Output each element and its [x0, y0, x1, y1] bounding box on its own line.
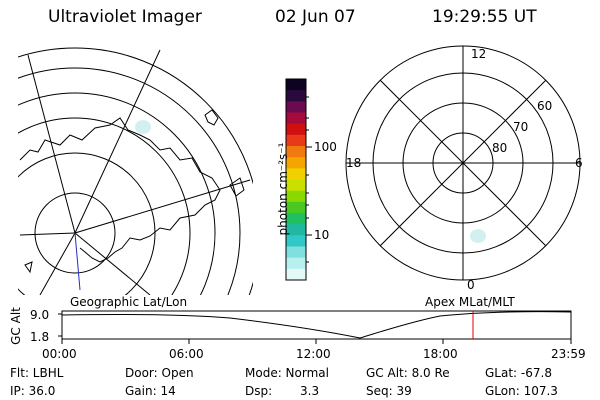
- colorbar-tick-100: 100: [314, 140, 337, 154]
- aurora-spot-polar: [470, 229, 486, 243]
- colorbar-segment: [286, 79, 306, 91]
- antarctic-coastline: [19, 117, 221, 263]
- polar-plot-label: Apex MLat/MLT: [425, 295, 515, 309]
- time-display: 19:29:55 UT: [432, 7, 537, 27]
- info-gain: Gain: 14: [125, 384, 176, 398]
- mlt-label-12: 12: [471, 47, 487, 61]
- colorbar-segment: [286, 257, 306, 270]
- colorbar-segment: [286, 168, 306, 180]
- altitude-ytick-low: 1.8: [30, 330, 50, 344]
- colorbar-segment: [286, 157, 306, 169]
- colorbar-segment: [286, 146, 306, 158]
- colorbar-segment: [286, 201, 306, 214]
- info-flt: Flt: LBHL: [10, 366, 64, 380]
- colorbar-segment: [286, 224, 306, 236]
- colorbar-segment: [286, 246, 306, 259]
- colorbar-segment: [286, 268, 306, 281]
- colorbar-unit-label: photon cm⁻²s⁻¹: [276, 142, 290, 236]
- info-glat: GLat: -67.8: [485, 366, 552, 380]
- info-mode: Mode: Normal: [245, 366, 329, 380]
- colorbar-segment: [286, 213, 306, 225]
- altitude-xtick-4: 23:59: [551, 347, 586, 361]
- geo-grid: [18, 47, 253, 295]
- app-title: Ultraviolet Imager: [48, 7, 202, 27]
- colorbar-segment: [286, 179, 306, 192]
- altitude-xtick-2: 12:00: [296, 347, 331, 361]
- altitude-xtick-3: 18:00: [423, 347, 458, 361]
- altitude-xtick-1: 06:00: [169, 347, 204, 361]
- info-door: Door: Open: [125, 366, 194, 380]
- info-dsp: Dsp:: [245, 384, 273, 398]
- altitude-plot-frame: [61, 310, 572, 340]
- colorbar-segment: [286, 90, 306, 102]
- altitude-curve: [61, 311, 572, 339]
- colorbar-segment: [286, 235, 306, 247]
- info-ip: IP: 36.0: [10, 384, 56, 398]
- colorbar: [286, 79, 306, 281]
- colorbar-segment: [286, 134, 306, 147]
- date-display: 02 Jun 07: [275, 7, 356, 27]
- aurora-spot-geo: [135, 120, 151, 134]
- colorbar-segment: [286, 112, 306, 125]
- info-glon: GLon: 107.3: [485, 384, 558, 398]
- geo-map-label: Geographic Lat/Lon: [70, 295, 188, 309]
- info-gc-alt: GC Alt: 8.0 Re: [366, 366, 450, 380]
- colorbar-segment: [286, 190, 306, 203]
- colorbar-segment: [286, 101, 306, 113]
- colorbar-tick-10: 10: [314, 228, 330, 242]
- mlt-label-6: 6: [575, 156, 583, 170]
- altitude-ylabel: GC Alt: [9, 307, 23, 345]
- mlt-label-18: 18: [346, 156, 362, 170]
- lat-label-70: 70: [513, 120, 529, 134]
- colorbar-segment: [286, 123, 306, 136]
- blue-meridian: [74, 232, 81, 291]
- polar-grid: [345, 45, 581, 281]
- info-dsp-value: 3.3: [300, 384, 320, 398]
- lat-label-60: 60: [537, 99, 553, 113]
- altitude-xtick-0: 00:00: [42, 347, 77, 361]
- altitude-ytick-high: 9.0: [30, 308, 50, 322]
- info-seq: Seq: 39: [366, 384, 412, 398]
- mlt-label-0: 0: [467, 278, 475, 292]
- lat-label-80: 80: [492, 141, 508, 155]
